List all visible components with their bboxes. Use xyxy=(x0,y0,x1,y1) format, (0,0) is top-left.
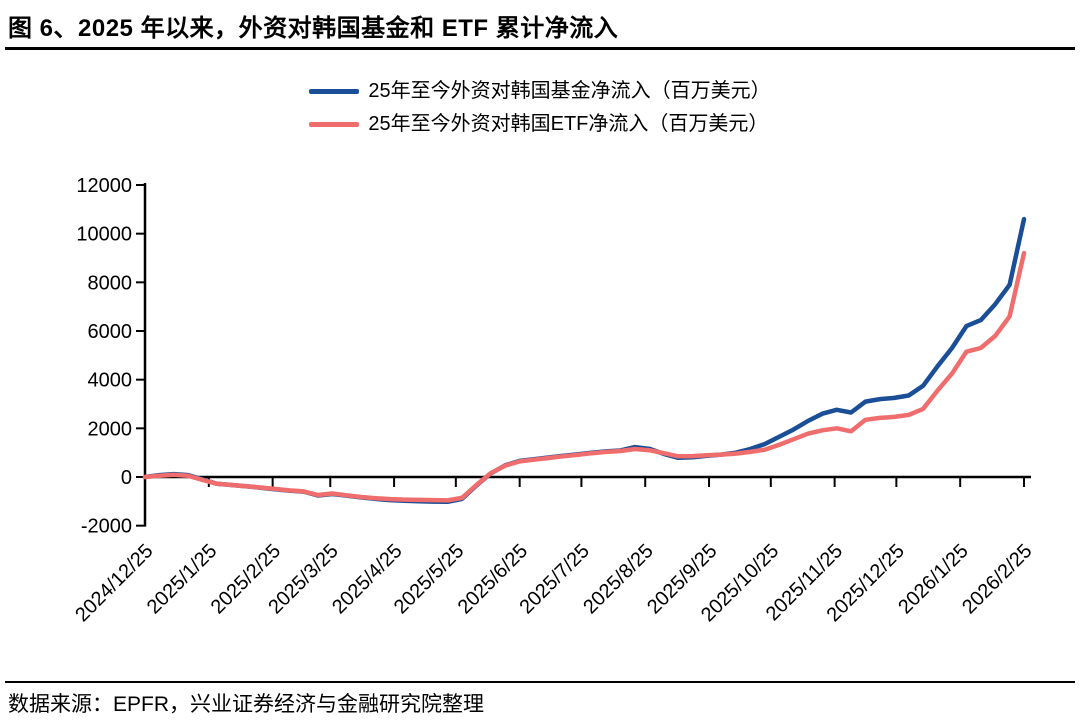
etf-series-line xyxy=(142,250,1027,503)
etf-line-swatch xyxy=(309,121,360,127)
figure-title: 图 6、2025 年以来，外资对韩国基金和 ETF 累计净流入 xyxy=(8,15,619,42)
y-tick-label: 4000 xyxy=(88,370,133,392)
fund-series-line xyxy=(142,216,1027,505)
y-tick-label: 8000 xyxy=(88,272,133,294)
fund-legend-label: 25年至今外资对韩国基金净流入（百万美元） xyxy=(368,80,771,102)
y-tick-label: 6000 xyxy=(88,321,133,343)
etf-legend-label: 25年至今外资对韩国ETF净流入（百万美元） xyxy=(368,113,769,135)
footer-divider xyxy=(5,681,1075,683)
y-tick-label: -2000 xyxy=(81,516,132,538)
y-tick-label: 0 xyxy=(121,467,132,489)
y-tick-label: 2000 xyxy=(88,418,133,440)
legend-item-etf: 25年至今外资对韩国ETF净流入（百万美元） xyxy=(309,112,770,136)
x-tick-label: 2024/12/25 xyxy=(71,540,157,626)
y-tick-label: 12000 xyxy=(76,175,132,197)
y-tick-label: 10000 xyxy=(76,224,132,246)
fund-line-swatch xyxy=(309,88,360,94)
data-source-note: 数据来源：EPFR，兴业证券经济与金融研究院整理 xyxy=(8,693,485,716)
chart-legend: 25年至今外资对韩国基金净流入（百万美元） 25年至今外资对韩国ETF净流入（百… xyxy=(0,79,1080,136)
x-tick-label: 2026/2/25 xyxy=(958,540,1036,618)
legend-item-fund: 25年至今外资对韩国基金净流入（百万美元） xyxy=(309,79,771,103)
title-divider xyxy=(5,47,1075,50)
